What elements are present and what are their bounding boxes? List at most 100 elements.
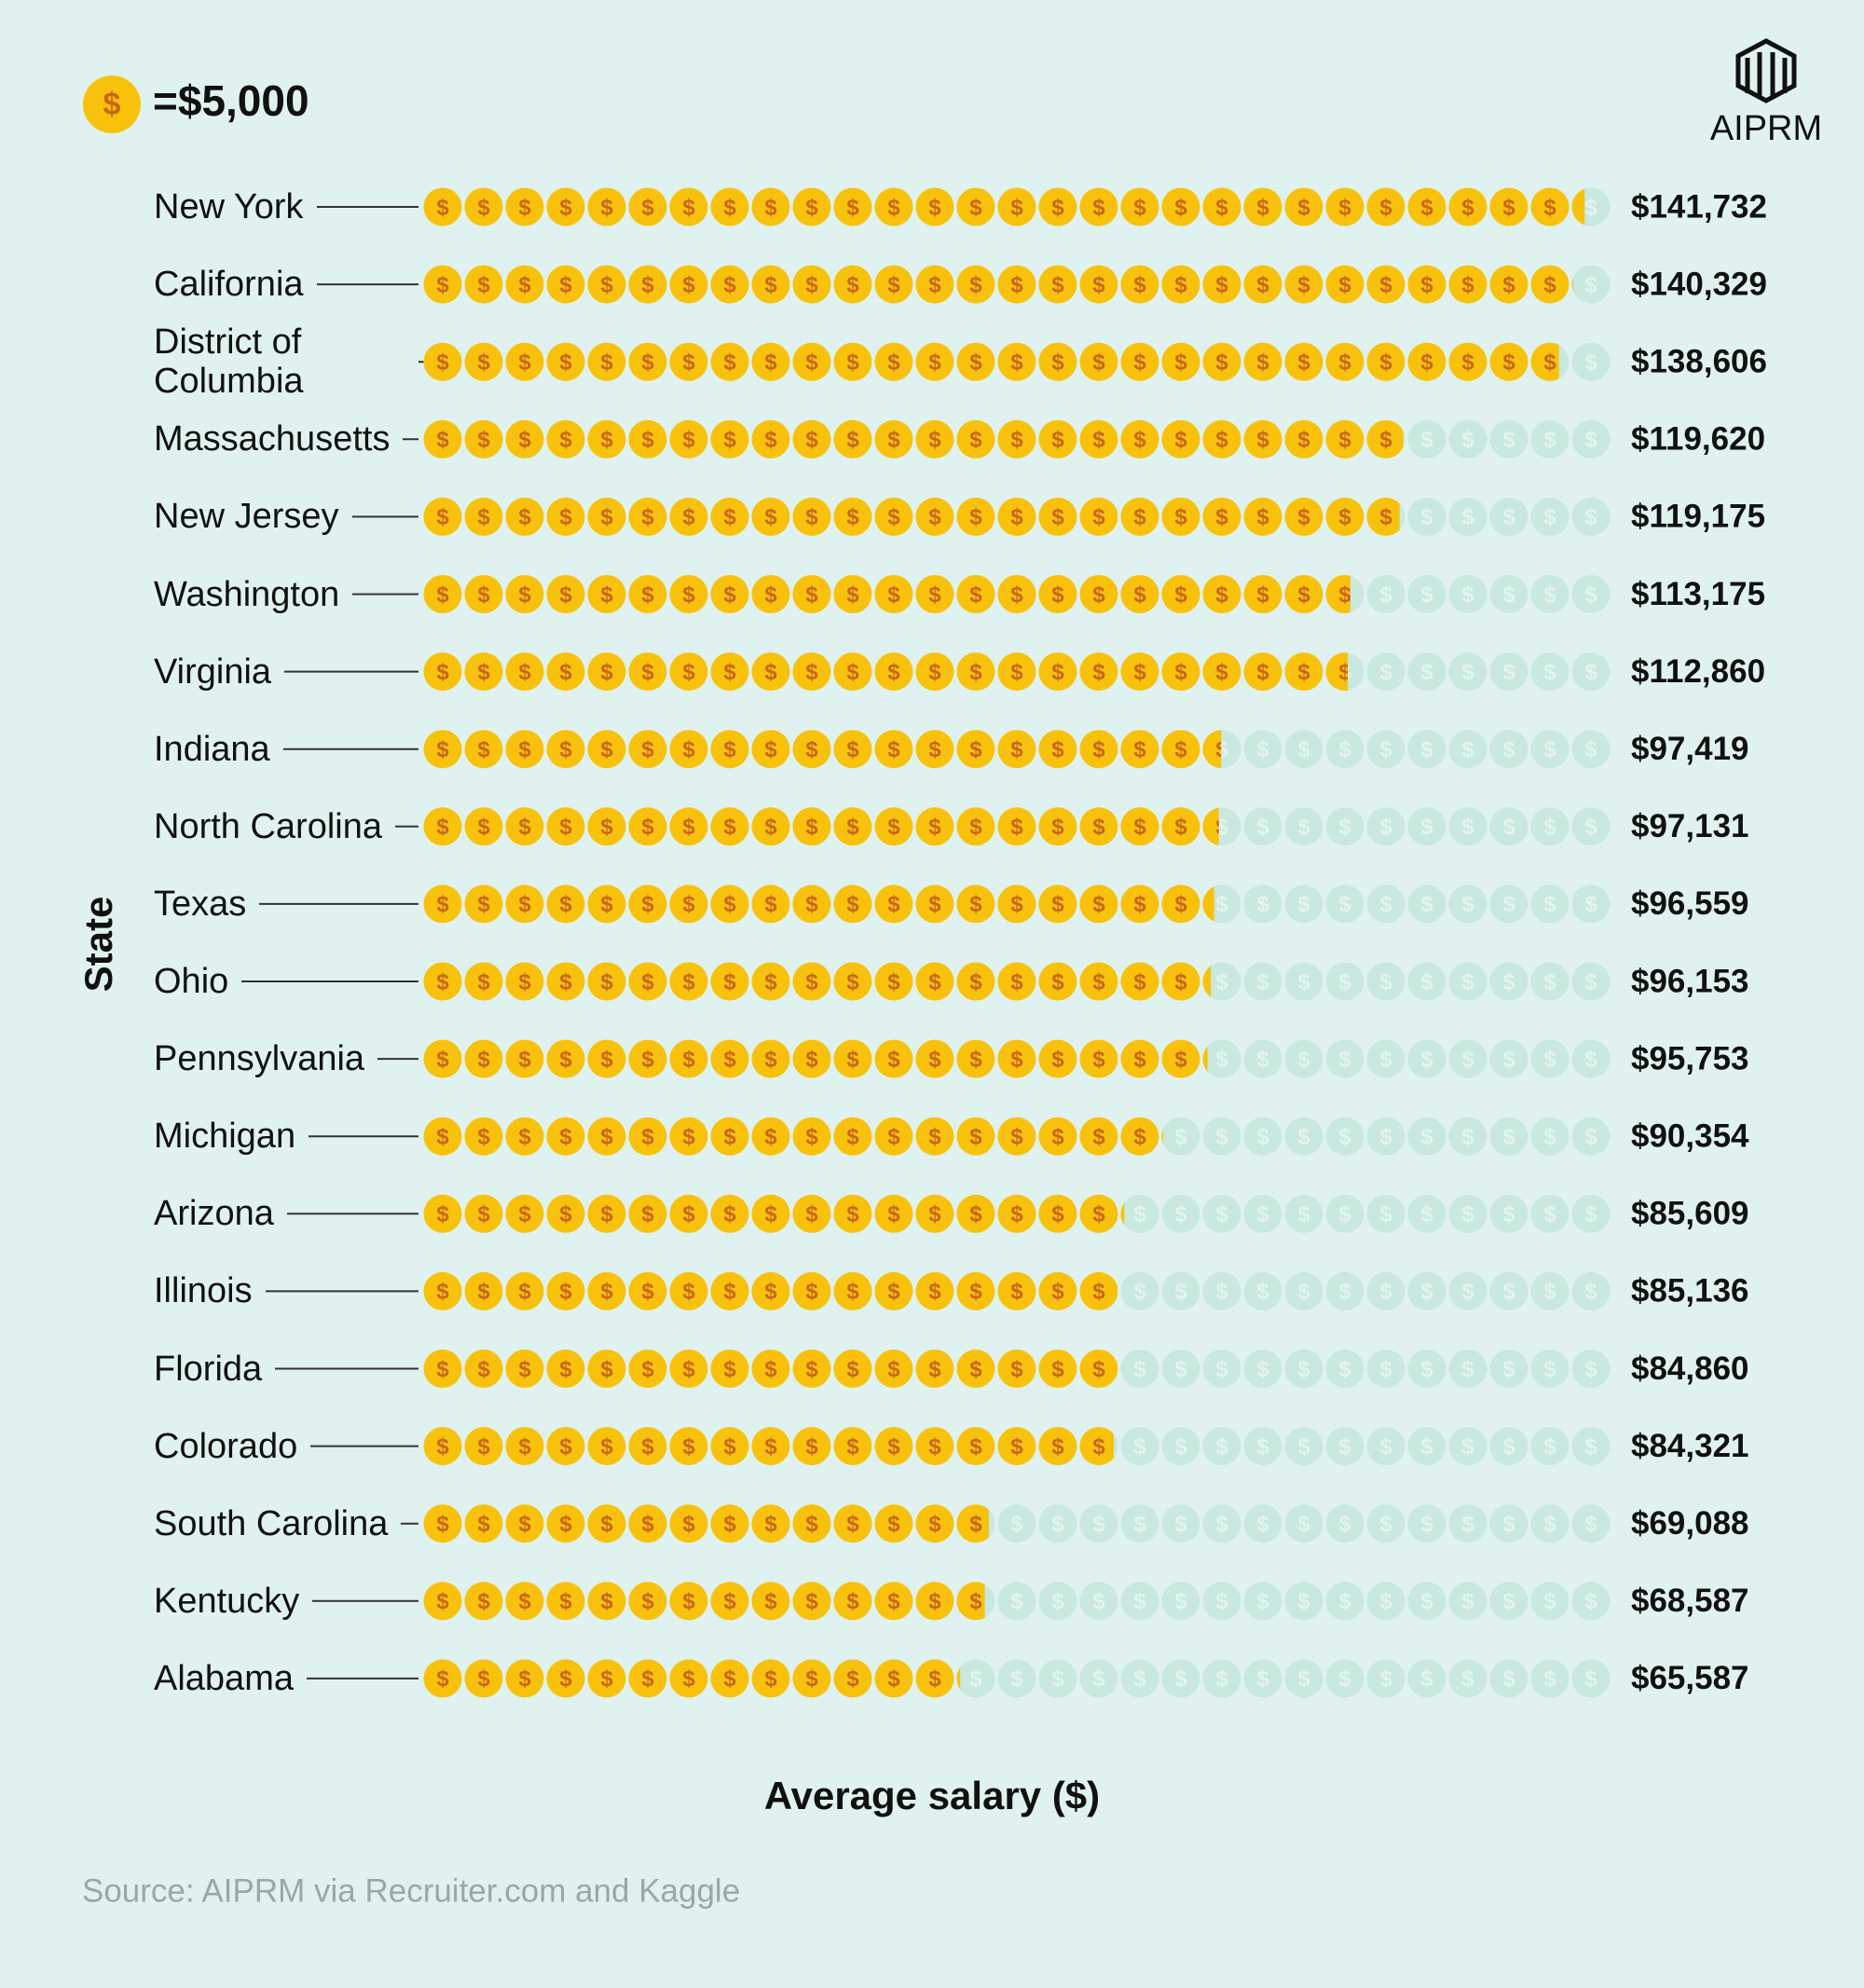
coin-symbol: $ <box>1584 737 1597 762</box>
coin <box>792 1194 831 1233</box>
coin <box>669 807 708 846</box>
coin <box>1530 1504 1569 1543</box>
coin <box>1120 1659 1159 1698</box>
coin <box>1038 1117 1077 1156</box>
coin-symbol: $ <box>1010 1666 1023 1692</box>
coin-symbol: $ <box>1092 1125 1105 1150</box>
coin <box>505 1582 544 1621</box>
coin-symbol: $ <box>1215 815 1228 840</box>
coin <box>1120 419 1159 459</box>
coin-symbol: $ <box>641 660 654 685</box>
coin-symbol: $ <box>1256 583 1269 608</box>
coin <box>874 342 913 381</box>
coin <box>1284 807 1323 846</box>
coin-symbol: $ <box>559 350 572 376</box>
legend-coin-symbol: $ <box>103 87 121 122</box>
coin <box>1243 884 1282 924</box>
coin-symbol: $ <box>1215 1280 1228 1305</box>
coin-symbol: $ <box>518 1125 531 1150</box>
coin <box>1407 807 1446 846</box>
coin <box>1530 962 1569 1001</box>
coin <box>751 1582 790 1621</box>
coin <box>1038 1039 1077 1078</box>
coin <box>915 419 954 459</box>
coin <box>1448 962 1487 1001</box>
coin <box>1366 807 1405 846</box>
coin <box>1243 1117 1282 1156</box>
coin-symbol: $ <box>600 1202 613 1227</box>
coin <box>1571 1350 1610 1388</box>
coin-symbol: $ <box>928 815 941 840</box>
coin <box>1366 1659 1405 1698</box>
coin-symbol: $ <box>1051 428 1064 453</box>
coin-symbol: $ <box>969 737 982 762</box>
coin-symbol: $ <box>887 969 900 994</box>
coin-symbol: $ <box>1215 1125 1228 1150</box>
coin-symbol: $ <box>887 1434 900 1460</box>
coin <box>1079 497 1118 536</box>
coin-symbol: $ <box>682 1589 695 1614</box>
coin <box>587 497 626 536</box>
coin-symbol: $ <box>477 660 490 685</box>
coin-symbol: $ <box>846 272 859 297</box>
coin-symbol: $ <box>1543 1047 1556 1072</box>
coin <box>915 730 954 769</box>
coin-symbol: $ <box>1543 892 1556 917</box>
coin-symbol: $ <box>477 815 490 840</box>
coin <box>1571 1659 1610 1698</box>
coin-symbol: $ <box>1420 1666 1433 1692</box>
coin-symbol: $ <box>1379 1125 1392 1150</box>
coin-symbol: $ <box>1215 1589 1228 1614</box>
coin-symbol: $ <box>436 1202 449 1227</box>
coin <box>464 1039 503 1078</box>
coin-symbol: $ <box>1174 350 1187 376</box>
coin-symbol: $ <box>969 1357 982 1382</box>
coin-symbol: $ <box>436 1047 449 1072</box>
value-label: $97,419 <box>1631 731 1749 767</box>
coin <box>956 1582 985 1621</box>
coin-symbol: $ <box>559 1125 572 1150</box>
coin-symbol: $ <box>600 969 613 994</box>
value-label: $97,131 <box>1631 808 1749 844</box>
coin <box>1038 1582 1077 1621</box>
state-label: South Carolina <box>154 1503 389 1543</box>
coin-symbol: $ <box>518 660 531 685</box>
coin <box>1120 730 1159 769</box>
coin <box>1366 652 1405 692</box>
coin-symbol: $ <box>928 1512 941 1537</box>
coin <box>587 575 626 613</box>
coin <box>423 652 462 692</box>
coin-symbol: $ <box>1051 1357 1064 1382</box>
coin-symbol: $ <box>641 195 654 220</box>
coin <box>710 652 749 692</box>
coin <box>833 1427 872 1466</box>
coin <box>1325 419 1364 459</box>
coin <box>915 807 954 846</box>
coin-symbol: $ <box>1461 1357 1474 1382</box>
coin <box>833 652 872 692</box>
coin-symbol: $ <box>518 1512 531 1537</box>
coin <box>1571 188 1585 226</box>
coin-symbol: $ <box>600 1512 613 1537</box>
coin <box>1120 187 1159 226</box>
coin <box>1243 1350 1282 1388</box>
coin-symbol: $ <box>887 1125 900 1150</box>
coin <box>587 1582 626 1621</box>
coin <box>464 1117 503 1156</box>
coin <box>423 1271 462 1310</box>
coin-symbol: $ <box>1051 1666 1064 1692</box>
coin-symbol: $ <box>682 1280 695 1305</box>
coin-symbol: $ <box>518 1357 531 1382</box>
coin-symbol: $ <box>1338 1589 1351 1614</box>
coin-symbol: $ <box>1584 815 1597 840</box>
coin <box>1407 342 1446 381</box>
coin <box>710 1117 749 1156</box>
coin-symbol: $ <box>559 272 572 297</box>
coin <box>464 1582 503 1621</box>
coin <box>997 265 1036 304</box>
coin-symbol: $ <box>1215 1357 1228 1382</box>
coin <box>997 342 1036 381</box>
coin <box>1284 1659 1323 1698</box>
coin-symbol: $ <box>1256 1202 1269 1227</box>
coin-symbol: $ <box>1174 815 1187 840</box>
